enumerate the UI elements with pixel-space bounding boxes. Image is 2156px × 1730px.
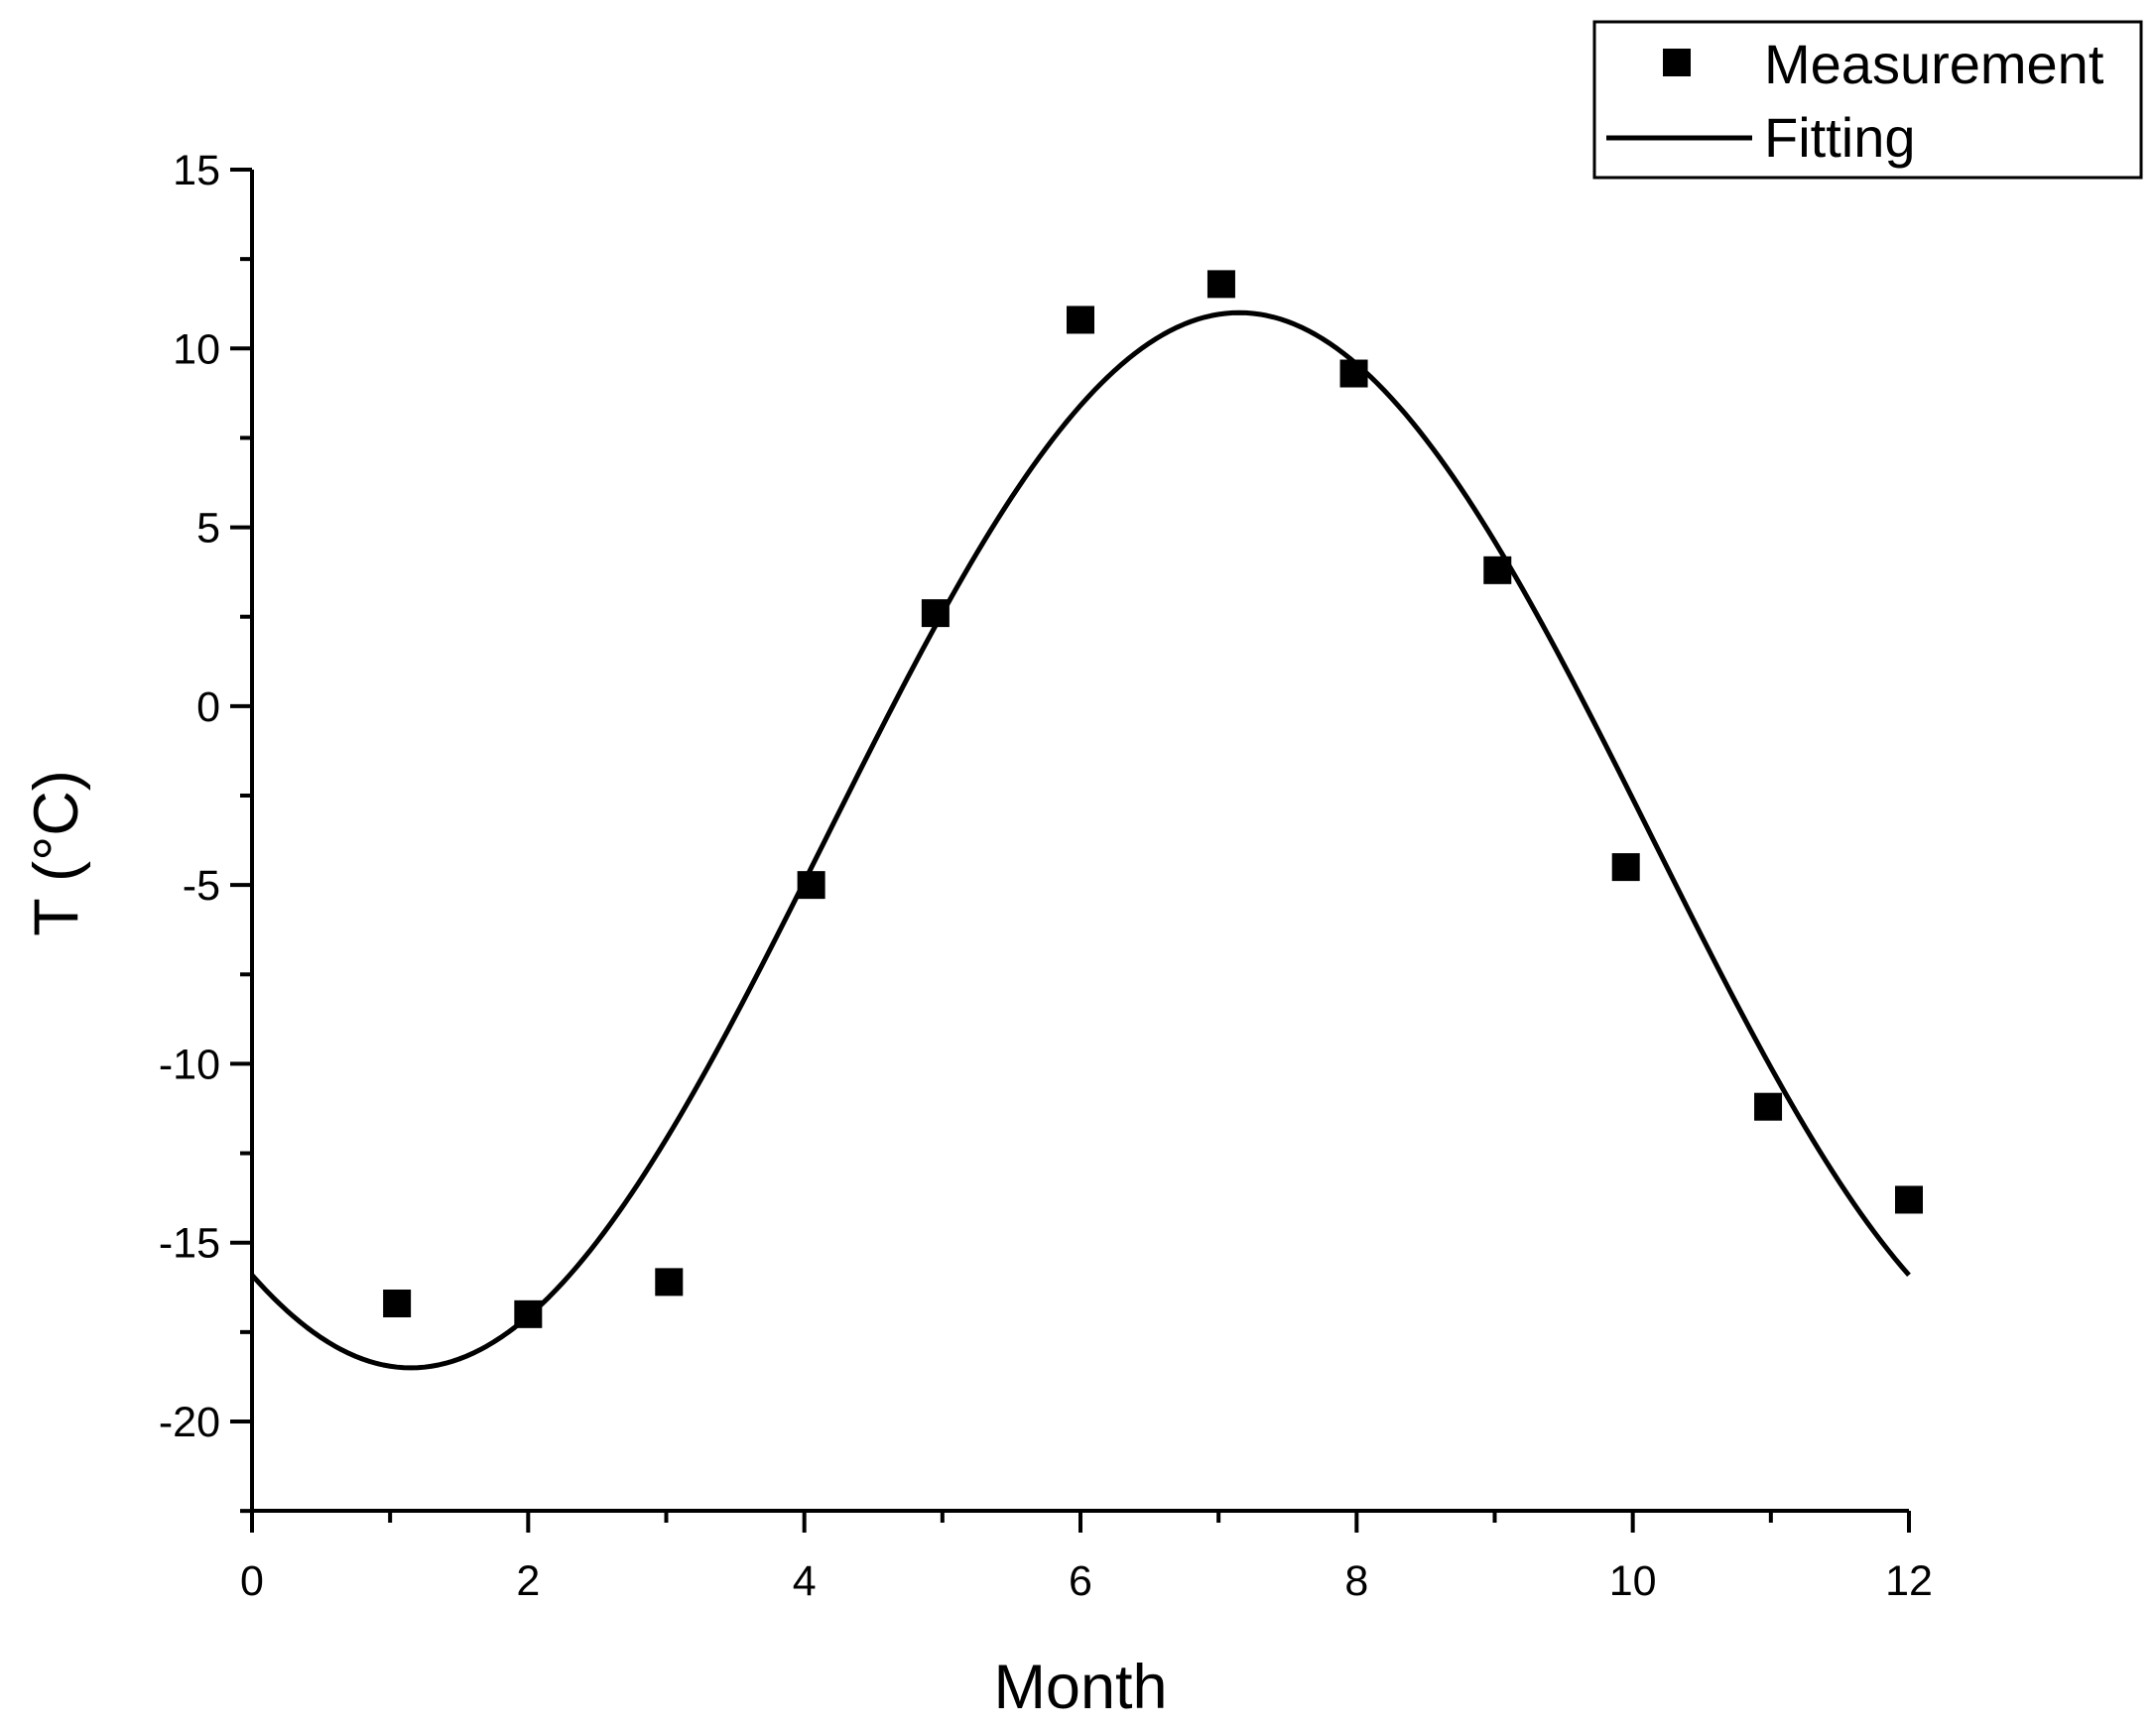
y-tick-label: -20: [159, 1399, 220, 1446]
y-tick-label: -10: [159, 1041, 220, 1088]
measurement-point: [1611, 853, 1640, 882]
measurement-point: [655, 1268, 684, 1297]
y-tick-label: -5: [183, 862, 220, 910]
y-tick-label: 0: [196, 683, 220, 731]
measurement-point: [1339, 359, 1368, 388]
measurement-point: [383, 1290, 412, 1318]
legend-label-fitting: Fitting: [1764, 106, 1916, 169]
y-ticks: 15 10 5 0 -5 -10 -15 -20: [159, 147, 252, 1514]
y-tick-label: 15: [173, 147, 220, 194]
measurement-point: [921, 599, 950, 628]
measurement-point: [1895, 1185, 1923, 1214]
measurement-point: [1206, 270, 1235, 299]
x-tick-label: 6: [1069, 1557, 1092, 1605]
measurement-point: [514, 1299, 543, 1328]
legend-box: [1592, 20, 2143, 180]
x-tick-label: 8: [1344, 1557, 1368, 1605]
y-tick-label: 10: [173, 325, 220, 373]
x-tick-label: 10: [1609, 1557, 1657, 1605]
measurement-markers: [383, 270, 1923, 1328]
x-ticks: 0 2 4 6 8 10 12: [240, 1511, 1933, 1605]
y-axis-title: T (°C): [22, 770, 91, 936]
measurement-point: [1754, 1092, 1783, 1121]
x-tick-label: 2: [516, 1557, 540, 1605]
x-tick-label: 12: [1885, 1557, 1933, 1605]
y-tick-label: -15: [159, 1220, 220, 1268]
measurement-point: [797, 871, 825, 900]
x-tick-label: 4: [793, 1557, 817, 1605]
legend-label-measurement: Measurement: [1764, 33, 2104, 95]
legend: Measurement Fitting: [1592, 20, 2143, 180]
legend-marker-measurement: [1663, 49, 1691, 76]
x-tick-label: 0: [240, 1557, 264, 1605]
measurement-point: [1067, 306, 1094, 334]
x-axis-title: Month: [993, 1653, 1167, 1722]
measurement-point: [1483, 556, 1512, 584]
y-tick-label: 5: [196, 505, 220, 553]
